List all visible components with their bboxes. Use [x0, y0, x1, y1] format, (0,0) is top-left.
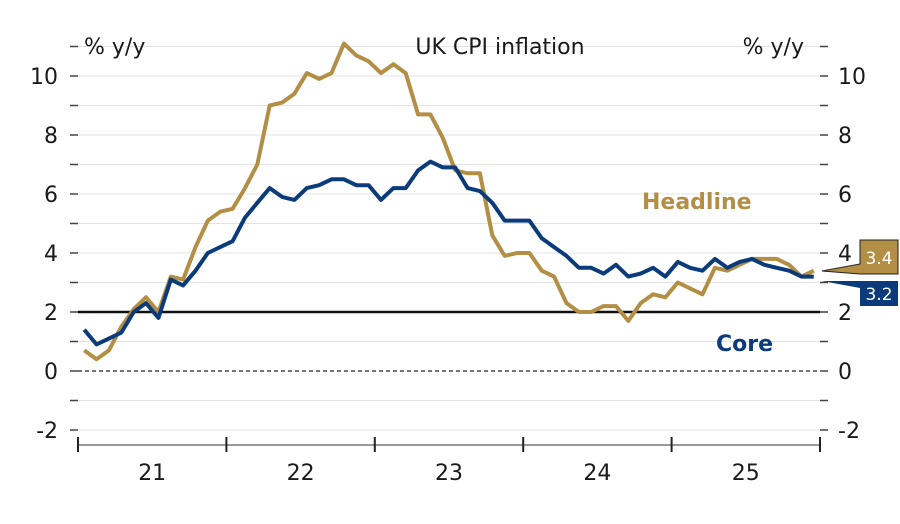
y-tick-label-right: 8	[838, 124, 852, 149]
x-tick-label: 25	[732, 461, 760, 486]
x-tick-label: 23	[435, 461, 463, 486]
y-tick-label-left: 4	[44, 242, 58, 267]
y-tick-label-right: 0	[838, 360, 852, 385]
x-tick-label: 22	[287, 461, 315, 486]
callout-headline-value: 3.4	[865, 249, 892, 269]
y-tick-label-right: 4	[838, 242, 852, 267]
legend-core: Core	[716, 332, 773, 357]
series-line-core	[82, 159, 814, 347]
y-tick-label-right: 10	[838, 65, 866, 90]
y-tick-label-left: 0	[44, 360, 58, 385]
callout-core	[822, 281, 898, 306]
y-axis-label-right: % y/y	[743, 35, 804, 60]
gridlines	[70, 45, 828, 431]
y-tick-label-left: 8	[44, 124, 58, 149]
y-tick-label-right: 6	[838, 183, 852, 208]
y-tick-label-right: 2	[838, 301, 852, 326]
callout-core-value: 3.2	[865, 285, 892, 305]
y-tick-label-left: 2	[44, 301, 58, 326]
y-tick-label-left: 10	[30, 65, 58, 90]
chart-title: UK CPI inflation	[415, 35, 584, 60]
callout-headline	[821, 239, 899, 275]
series-line-headline	[83, 41, 815, 362]
y-tick-label-left: -2	[36, 419, 58, 444]
end-value-callouts: 3.4 3.2	[821, 239, 899, 306]
x-tick-label: 24	[583, 461, 611, 486]
x-axis: 21 22 23 24 25	[77, 437, 821, 486]
x-tick-label: 21	[138, 461, 166, 486]
y-tick-labels: -2 -2 0 0 2 2 4 4 6 6 8 8 10 10	[30, 65, 866, 444]
y-tick-label-right: -2	[838, 419, 860, 444]
y-axis-label-left: % y/y	[84, 35, 145, 60]
legend-headline: Headline	[642, 190, 752, 215]
series-lines	[82, 41, 815, 362]
y-tick-label-left: 6	[44, 183, 58, 208]
